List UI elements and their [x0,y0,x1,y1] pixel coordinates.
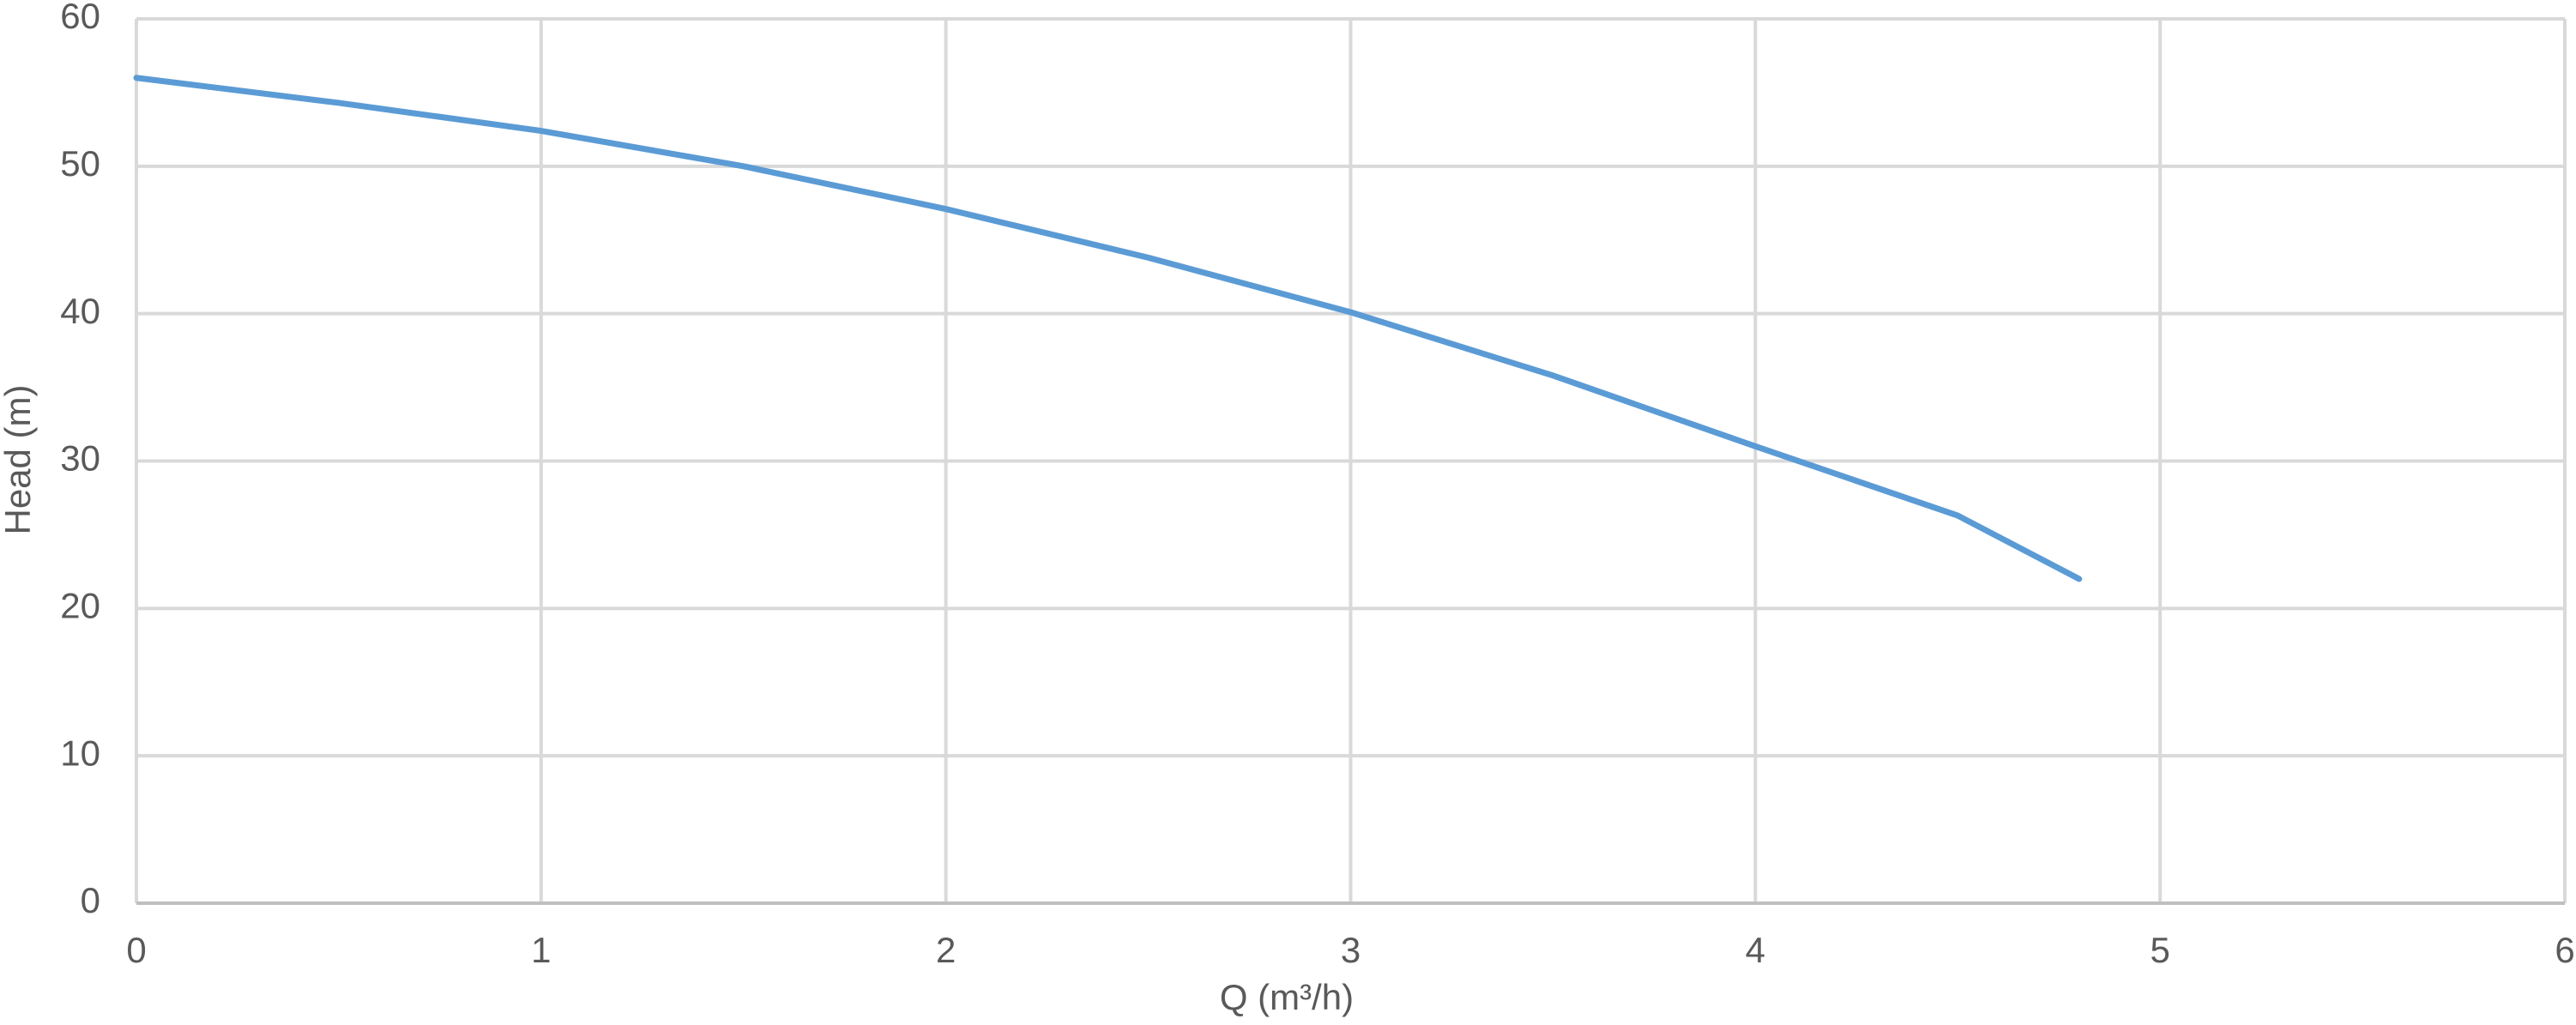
x-tick-label: 3 [1341,930,1360,970]
x-tick-label: 5 [2150,930,2169,970]
x-tick-label: 1 [531,930,551,970]
y-tick-label: 50 [60,143,100,184]
x-tick-label: 4 [1746,930,1765,970]
data-line [133,75,2083,582]
y-tick-label: 10 [60,733,100,773]
x-tick-label: 0 [126,930,146,970]
y-tick-label: 30 [60,438,100,479]
y-tick-label: 20 [60,585,100,625]
x-tick-label: 6 [2555,930,2574,970]
y-tick-label: 0 [81,880,100,920]
y-tick-label: 60 [60,0,100,36]
y-axis-title: Head (m) [0,384,38,534]
x-axis-title: Q (m³/h) [1220,977,1354,1017]
y-tick-label: 40 [60,291,100,331]
x-tick-label: 2 [936,930,956,970]
